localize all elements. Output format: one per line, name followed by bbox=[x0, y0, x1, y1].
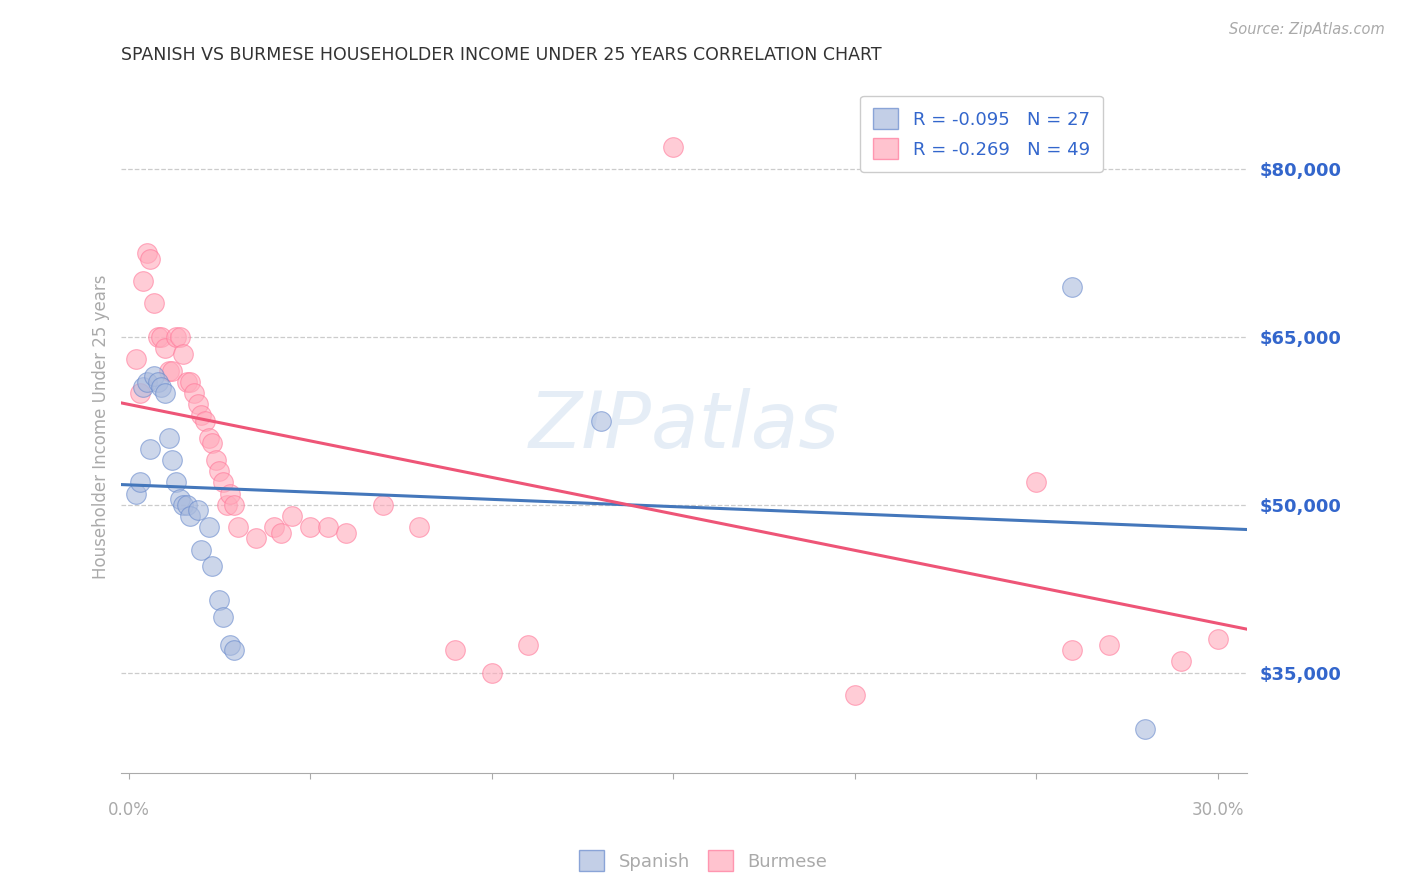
Point bbox=[204, 453, 226, 467]
Point bbox=[444, 643, 467, 657]
Point bbox=[146, 375, 169, 389]
Point bbox=[132, 380, 155, 394]
Point bbox=[589, 414, 612, 428]
Point bbox=[662, 140, 685, 154]
Point bbox=[132, 274, 155, 288]
Point bbox=[172, 498, 194, 512]
Point bbox=[176, 498, 198, 512]
Point bbox=[150, 330, 173, 344]
Point bbox=[165, 330, 187, 344]
Point bbox=[408, 520, 430, 534]
Point bbox=[1133, 722, 1156, 736]
Point bbox=[201, 436, 224, 450]
Point bbox=[125, 486, 148, 500]
Point bbox=[212, 609, 235, 624]
Point bbox=[146, 330, 169, 344]
Point bbox=[187, 503, 209, 517]
Point bbox=[481, 665, 503, 680]
Point bbox=[335, 525, 357, 540]
Point bbox=[215, 498, 238, 512]
Point bbox=[162, 453, 184, 467]
Point bbox=[176, 375, 198, 389]
Point bbox=[516, 638, 538, 652]
Point bbox=[1062, 643, 1084, 657]
Y-axis label: Householder Income Under 25 years: Householder Income Under 25 years bbox=[93, 274, 110, 579]
Point bbox=[128, 475, 150, 490]
Point bbox=[1170, 655, 1192, 669]
Point bbox=[157, 363, 180, 377]
Point bbox=[245, 532, 267, 546]
Text: 0.0%: 0.0% bbox=[108, 801, 149, 819]
Text: ZIPatlas: ZIPatlas bbox=[529, 389, 839, 465]
Text: SPANISH VS BURMESE HOUSEHOLDER INCOME UNDER 25 YEARS CORRELATION CHART: SPANISH VS BURMESE HOUSEHOLDER INCOME UN… bbox=[121, 46, 882, 64]
Point bbox=[219, 486, 242, 500]
Point bbox=[1098, 638, 1121, 652]
Point bbox=[208, 593, 231, 607]
Point bbox=[179, 375, 201, 389]
Point bbox=[201, 559, 224, 574]
Point bbox=[128, 386, 150, 401]
Point bbox=[153, 386, 176, 401]
Point bbox=[157, 431, 180, 445]
Point bbox=[172, 347, 194, 361]
Point bbox=[226, 520, 249, 534]
Point bbox=[222, 498, 245, 512]
Point bbox=[263, 520, 285, 534]
Point bbox=[1062, 279, 1084, 293]
Point bbox=[270, 525, 292, 540]
Point bbox=[183, 386, 205, 401]
Point bbox=[125, 352, 148, 367]
Point bbox=[143, 369, 166, 384]
Point bbox=[208, 464, 231, 478]
Point bbox=[143, 296, 166, 310]
Point bbox=[135, 375, 157, 389]
Point bbox=[222, 643, 245, 657]
Point bbox=[212, 475, 235, 490]
Point bbox=[139, 252, 162, 266]
Text: 30.0%: 30.0% bbox=[1191, 801, 1244, 819]
Point bbox=[169, 330, 191, 344]
Point bbox=[194, 414, 217, 428]
Point bbox=[165, 475, 187, 490]
Point bbox=[153, 341, 176, 355]
Point bbox=[318, 520, 340, 534]
Point bbox=[190, 409, 212, 423]
Point bbox=[190, 542, 212, 557]
Point bbox=[281, 508, 304, 523]
Point bbox=[880, 140, 903, 154]
Point bbox=[1025, 475, 1047, 490]
Text: Source: ZipAtlas.com: Source: ZipAtlas.com bbox=[1229, 22, 1385, 37]
Point bbox=[150, 380, 173, 394]
Point bbox=[371, 498, 394, 512]
Point bbox=[162, 363, 184, 377]
Point bbox=[197, 431, 219, 445]
Point bbox=[219, 638, 242, 652]
Point bbox=[187, 397, 209, 411]
Point bbox=[299, 520, 322, 534]
Point bbox=[844, 688, 866, 702]
Point bbox=[139, 442, 162, 456]
Point bbox=[135, 246, 157, 260]
Point bbox=[179, 508, 201, 523]
Point bbox=[1206, 632, 1229, 646]
Legend: Spanish, Burmese: Spanish, Burmese bbox=[571, 843, 835, 879]
Legend: R = -0.095   N = 27, R = -0.269   N = 49: R = -0.095 N = 27, R = -0.269 N = 49 bbox=[860, 95, 1102, 171]
Point bbox=[197, 520, 219, 534]
Point bbox=[169, 492, 191, 507]
